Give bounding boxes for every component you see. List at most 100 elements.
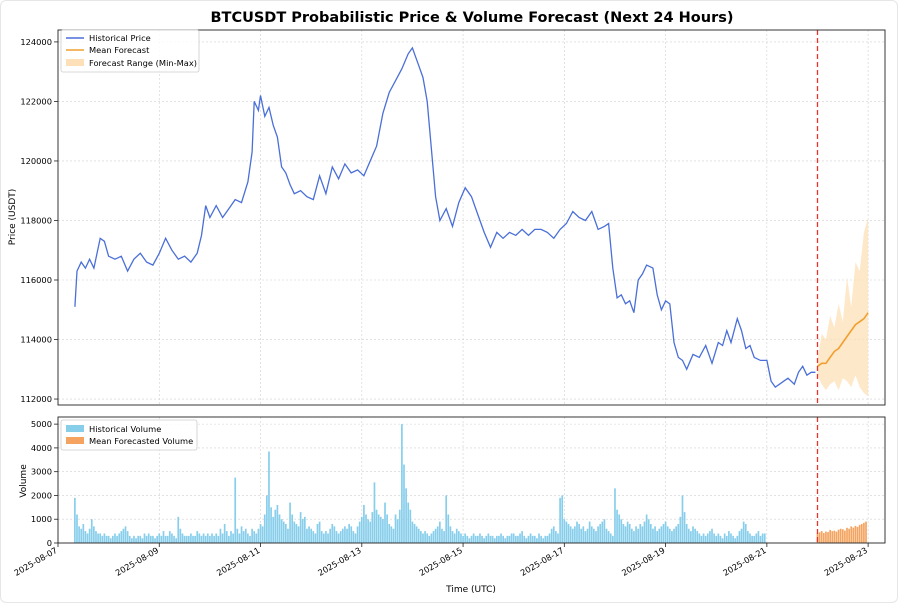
historical-volume-bar [599, 523, 602, 543]
historical-volume-bar [698, 533, 701, 543]
volume-legend: Historical Volume Mean Forecasted Volume [60, 419, 198, 451]
historical-volume-bar [609, 533, 612, 543]
forecast-range-band [817, 217, 869, 397]
historical-volume-bar [278, 514, 281, 543]
historical-volume-bar [314, 533, 317, 543]
historical-volume-bar [586, 528, 589, 543]
historical-volume-bar [99, 533, 102, 543]
historical-volume-bar [213, 535, 215, 543]
historical-volume-bar [247, 533, 249, 543]
historical-volume-bar [481, 535, 483, 543]
x-tick-label: 2025-08-19 [620, 545, 667, 578]
historical-volume-bar [238, 533, 241, 543]
historical-volume-bar [318, 521, 321, 543]
historical-volume-bar [80, 528, 83, 543]
historical-volume-bar [164, 535, 167, 543]
historical-volume-bar [702, 533, 705, 543]
historical-volume-bar [696, 531, 699, 543]
historical-volume-bar [618, 514, 621, 543]
historical-volume-bar [536, 538, 538, 543]
historical-volume-bar [557, 533, 559, 543]
historical-volume-bar [428, 535, 431, 543]
historical-volume-bar [322, 533, 325, 543]
price-y-label: Price (USDT) [8, 189, 18, 246]
historical-volume-bar [76, 514, 78, 543]
historical-volume-bar [139, 535, 142, 543]
historical-volume-bar [559, 497, 561, 543]
historical-volume-bar [337, 533, 340, 543]
forecast-volume-bar [850, 526, 853, 543]
historical-volume-bar [443, 531, 445, 543]
historical-volume-bar [354, 533, 357, 543]
historical-volume-bar [544, 535, 547, 543]
historical-volume-bar [512, 533, 515, 543]
historical-volume-bar [637, 528, 640, 543]
forecast-volume-bar [858, 524, 861, 543]
historical-volume-bar [656, 531, 658, 543]
historical-volume-bar [249, 535, 251, 543]
historical-volume-bar [506, 535, 509, 543]
historical-volume-bar [179, 528, 182, 543]
forecast-volume-bar [818, 532, 821, 543]
historical-volume-bar [654, 526, 656, 543]
historical-volume-bar [365, 514, 367, 543]
historical-volume-bar [295, 523, 298, 543]
historical-volume-bar [635, 526, 637, 543]
historical-volume-bar [255, 533, 258, 543]
historical-volume-bar [187, 535, 190, 543]
historical-volume-bar [730, 533, 732, 543]
historical-volume-bar [93, 526, 95, 543]
historical-volume-bar [88, 528, 91, 543]
historical-volume-bar [593, 528, 595, 543]
historical-volume-bar [542, 538, 545, 543]
historical-volume-bar [441, 528, 443, 543]
historical-volume-bar [133, 535, 135, 543]
historical-volume-bar [223, 523, 226, 543]
x-tick-label: 2025-08-21 [721, 545, 768, 578]
historical-volume-bar [728, 531, 730, 543]
historical-volume-bar [690, 531, 692, 543]
historical-volume-bar [424, 531, 426, 543]
historical-volume-bar [736, 535, 739, 543]
historical-volume-bar [757, 531, 760, 543]
historical-volume-bar [384, 502, 386, 543]
forecast-volume-bar [827, 532, 829, 543]
historical-volume-bar [538, 533, 540, 543]
historical-volume-bar [498, 535, 500, 543]
historical-volume-bar [341, 528, 344, 543]
historical-volume-bar [285, 523, 287, 543]
historical-volume-bar [715, 535, 718, 543]
historical-volume-bar [500, 533, 502, 543]
forecast-volume-bar [844, 530, 846, 543]
historical-volume-bar [601, 521, 604, 543]
historical-volume-bar [154, 538, 156, 543]
historical-volume-bar [658, 528, 661, 543]
historical-volume-bar [719, 535, 722, 543]
historical-volume-bar [251, 528, 253, 543]
historical-volume-bar [717, 533, 720, 543]
historical-volume-bar [114, 533, 116, 543]
historical-volume-bar [95, 531, 97, 543]
volume-plot-border [57, 416, 886, 544]
historical-volume-bar [325, 531, 327, 543]
historical-volume-bar [647, 519, 650, 543]
historical-volume-bar [491, 535, 494, 543]
forecast-volume-bar [820, 531, 823, 543]
historical-volume-bar [468, 538, 471, 543]
historical-volume-bar [293, 521, 296, 543]
historical-volume-bar [519, 533, 521, 543]
legend-historical-volume-label: Historical Volume [89, 424, 161, 434]
historical-volume-bar [78, 526, 80, 543]
historical-volume-bar [363, 504, 365, 543]
historical-volume-bar [527, 535, 530, 543]
historical-volume-bar [483, 538, 485, 543]
historical-volume-bar [449, 526, 452, 543]
historical-volume-bar [112, 535, 114, 543]
historical-volume-bar [630, 528, 633, 543]
historical-volume-bar [401, 424, 403, 543]
historical-volume-bar [257, 528, 260, 543]
historical-volume-bar [578, 523, 580, 543]
historical-volume-bar [517, 535, 519, 543]
historical-volume-bar [725, 535, 728, 543]
historical-volume-bar [242, 531, 245, 543]
